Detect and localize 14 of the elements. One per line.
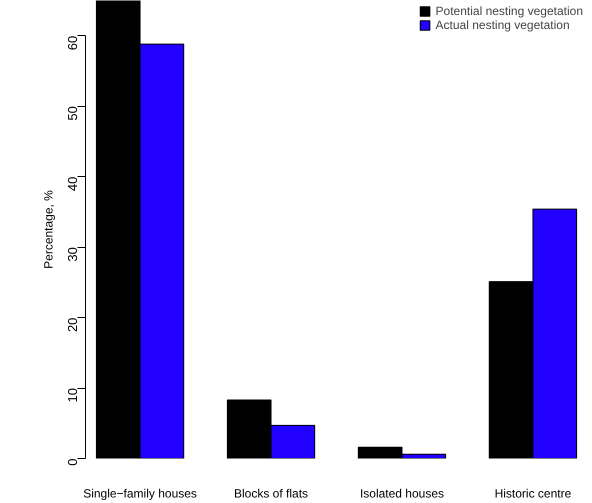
y-tick-label: 0 <box>65 458 80 466</box>
legend-label: Actual nesting vegetation <box>436 18 570 32</box>
x-tick-label: Historic centre <box>494 486 572 500</box>
y-tick-label: 20 <box>65 318 80 332</box>
legend-label: Potential nesting vegetation <box>436 4 583 18</box>
y-tick-label: 60 <box>65 36 80 50</box>
y-tick-label: 40 <box>65 176 80 192</box>
x-tick-label: Blocks of flats <box>234 486 308 500</box>
y-tick-label: 30 <box>65 247 80 262</box>
y-axis-title: Percentage, % <box>42 190 56 269</box>
y-tick-label: 50 <box>65 106 80 121</box>
y-tick-label: 10 <box>65 388 80 402</box>
x-tick-label: Isolated houses <box>360 486 444 500</box>
x-tick-label: Single−family houses <box>83 486 197 500</box>
